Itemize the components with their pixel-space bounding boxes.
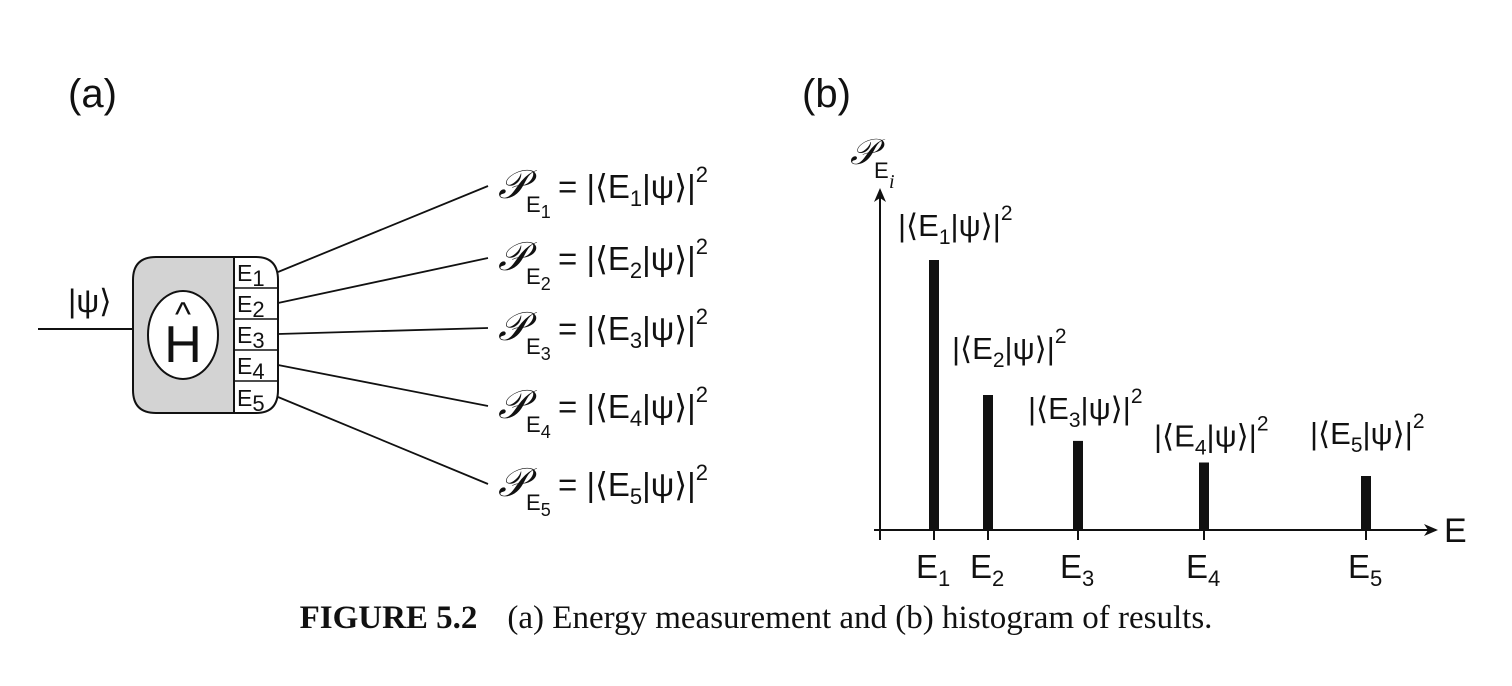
output-line-4 [277, 364, 489, 407]
svg-text:i: i [889, 171, 895, 193]
prob-expression-1: = |⟨E1|ψ⟩|2 [558, 162, 708, 211]
device-ports [233, 256, 279, 414]
bar-label-4: |⟨E4|ψ⟩|2 [1154, 413, 1269, 460]
output-line-5 [277, 396, 489, 485]
probability-labels: 𝒫 E1 = |⟨E1|ψ⟩|2𝒫 E2 = |⟨E2|ψ⟩|2𝒫 E3 = |⟨E3… [498, 162, 708, 520]
port-label-4: E4 [237, 353, 265, 384]
output-line-1 [277, 185, 489, 273]
x-tick-label-4: E4 [1186, 548, 1220, 591]
svg-text:E: E [874, 158, 889, 183]
histogram-bar-3 [1073, 440, 1083, 530]
measurement-device: H ^ [132, 256, 279, 414]
histogram-bar-1 [929, 260, 939, 530]
panel-b-label: (b) [802, 72, 851, 116]
histogram-bars: E1 |⟨E1|ψ⟩|2 E2 |⟨E2|ψ⟩|2 E3 |⟨E3|ψ⟩|2 E4 |⟨E4|… [898, 202, 1425, 591]
prob-expression-5: = |⟨E5|ψ⟩|2 [558, 460, 708, 509]
histogram-bar-4 [1199, 462, 1209, 530]
caption-text: (a) Energy measurement and (b) histogram… [507, 600, 1213, 636]
figure-caption: FIGURE 5.2 (a) Energy measurement and (b)… [0, 600, 1512, 637]
prob-expression-2: = |⟨E2|ψ⟩|2 [558, 234, 708, 283]
prob-subscript-2: E2 [526, 264, 551, 294]
output-lines [277, 185, 489, 485]
prob-subscript-4: E4 [526, 412, 551, 442]
port-label-3: E3 [237, 322, 265, 353]
output-line-2 [277, 257, 489, 304]
port-label-2: E2 [237, 291, 265, 322]
input-state-label: |ψ⟩ [68, 283, 112, 319]
x-tick-label-3: E3 [1060, 548, 1094, 591]
x-tick-label-5: E5 [1348, 548, 1382, 591]
panel-b: (b) 𝒫 E i E E1|⟨E1|ψ⟩|2E2|⟨E2|ψ⟩|2E3|⟨E3… [802, 72, 1467, 591]
port-label-1: E1 [237, 260, 265, 291]
prob-expression-4: = |⟨E4|ψ⟩|2 [558, 382, 708, 431]
bar-label-5: |⟨E5|ψ⟩|2 [1310, 410, 1425, 457]
bar-label-1: |⟨E1|ψ⟩|2 [898, 202, 1013, 249]
y-axis-sub-index: i [889, 171, 895, 193]
y-axis-sub-base: E [874, 158, 889, 183]
caption-figure-label: FIGURE 5.2 [299, 600, 478, 636]
operator-ellipse [147, 290, 219, 380]
prob-subscript-3: E3 [526, 334, 551, 364]
x-tick-label-1: E1 [916, 548, 950, 591]
prob-subscript-1: E1 [526, 192, 551, 222]
operator-hat: ^ [175, 296, 191, 334]
x-axis-label: E [1444, 512, 1467, 550]
x-tick-label-2: E2 [970, 548, 1004, 591]
bar-label-3: |⟨E3|ψ⟩|2 [1028, 385, 1143, 432]
panel-a-label: (a) [68, 72, 117, 116]
prob-expression-3: = |⟨E3|ψ⟩|2 [558, 304, 708, 353]
histogram-bar-2 [983, 395, 993, 530]
histogram-bar-5 [1361, 476, 1371, 530]
operator-symbol: H [164, 316, 202, 374]
prob-subscript-5: E5 [526, 490, 551, 520]
output-line-3 [277, 327, 489, 335]
bar-label-2: |⟨E2|ψ⟩|2 [952, 325, 1067, 372]
port-label-5: E5 [237, 385, 265, 416]
